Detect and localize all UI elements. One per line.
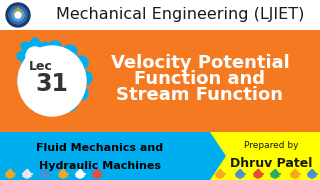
- Circle shape: [17, 52, 25, 60]
- Text: Velocity Potential: Velocity Potential: [111, 54, 289, 72]
- Circle shape: [76, 171, 84, 178]
- Circle shape: [41, 42, 49, 50]
- Circle shape: [22, 56, 36, 70]
- Circle shape: [308, 171, 316, 178]
- Circle shape: [45, 52, 53, 60]
- Circle shape: [74, 56, 88, 70]
- Circle shape: [35, 58, 75, 98]
- Circle shape: [292, 171, 299, 178]
- Circle shape: [63, 97, 77, 111]
- Circle shape: [216, 171, 224, 178]
- Circle shape: [6, 3, 30, 27]
- Text: Dhruv Patel: Dhruv Patel: [230, 157, 312, 170]
- Circle shape: [18, 71, 32, 85]
- Text: Lec: Lec: [29, 60, 53, 73]
- Circle shape: [41, 62, 49, 70]
- Circle shape: [9, 6, 27, 24]
- Circle shape: [6, 171, 13, 178]
- Circle shape: [41, 171, 49, 178]
- Circle shape: [48, 41, 62, 55]
- Text: Mechanical Engineering (LJIET): Mechanical Engineering (LJIET): [56, 8, 304, 22]
- Text: Prepared by: Prepared by: [244, 141, 298, 150]
- Circle shape: [26, 47, 44, 65]
- Text: Fluid Mechanics and: Fluid Mechanics and: [36, 143, 164, 153]
- Circle shape: [21, 42, 49, 70]
- Circle shape: [21, 42, 29, 50]
- Polygon shape: [0, 132, 226, 180]
- Circle shape: [48, 101, 62, 115]
- Circle shape: [63, 45, 77, 59]
- Circle shape: [93, 171, 100, 178]
- Circle shape: [33, 45, 47, 59]
- Circle shape: [25, 48, 85, 108]
- Circle shape: [78, 71, 92, 85]
- Circle shape: [271, 171, 279, 178]
- Circle shape: [33, 97, 47, 111]
- Circle shape: [74, 86, 88, 100]
- Circle shape: [23, 171, 31, 178]
- Text: Stream Function: Stream Function: [116, 86, 284, 104]
- Circle shape: [236, 171, 244, 178]
- Circle shape: [31, 66, 39, 74]
- Circle shape: [254, 171, 262, 178]
- Circle shape: [21, 62, 29, 70]
- FancyBboxPatch shape: [0, 132, 320, 180]
- Ellipse shape: [18, 46, 86, 116]
- Circle shape: [60, 171, 67, 178]
- Circle shape: [31, 38, 39, 46]
- FancyBboxPatch shape: [0, 0, 320, 30]
- Text: Function and: Function and: [134, 70, 266, 88]
- Circle shape: [15, 12, 21, 18]
- Circle shape: [22, 86, 36, 100]
- Text: Hydraulic Machines: Hydraulic Machines: [39, 161, 161, 171]
- Circle shape: [12, 9, 24, 21]
- Text: 31: 31: [36, 72, 68, 96]
